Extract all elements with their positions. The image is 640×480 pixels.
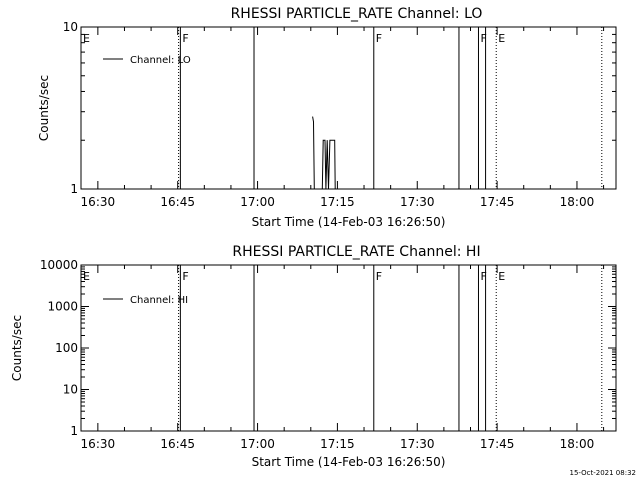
x-tick-label: 17:30 — [400, 195, 435, 209]
x-tick-label: 16:30 — [81, 195, 116, 209]
event-marker-label: E — [498, 270, 505, 283]
lo-channel-panel: RHESSI PARTICLE_RATE Channel: LO Counts/s… — [37, 6, 617, 229]
x-tick-label: 18:00 — [560, 437, 595, 451]
y-tick-label: 10 — [63, 383, 78, 397]
y-tick-label: 1000 — [47, 300, 78, 314]
event-marker-label: E — [498, 32, 505, 45]
x-tick-label: 18:00 — [560, 195, 595, 209]
chart-title: RHESSI PARTICLE_RATE Channel: LO — [231, 6, 483, 22]
hi-channel-panel: RHESSI PARTICLE_RATE Channel: HI Counts/s… — [10, 244, 617, 469]
x-tick-label: 17:00 — [240, 195, 275, 209]
x-tick-label: 16:45 — [160, 195, 195, 209]
x-axis-label: Start Time (14-Feb-03 16:26:50) — [252, 455, 446, 469]
y-tick-label: 1 — [70, 182, 78, 196]
event-marker-label: E — [83, 32, 90, 45]
event-marker-label: F — [480, 32, 486, 45]
event-marker-label: E — [83, 270, 90, 283]
x-axis-label: Start Time (14-Feb-03 16:26:50) — [252, 215, 446, 229]
x-tick-label: 17:45 — [480, 195, 515, 209]
y-tick-label: 100 — [55, 341, 78, 355]
event-marker-label: F — [376, 32, 382, 45]
chart-title: RHESSI PARTICLE_RATE Channel: HI — [232, 244, 480, 260]
x-tick-label: 16:30 — [81, 437, 116, 451]
y-tick-label: 1 — [70, 424, 78, 438]
x-tick-label: 17:30 — [400, 437, 435, 451]
footer-timestamp: 15-Oct-2021 08:32 — [570, 469, 636, 477]
series-line — [312, 116, 336, 190]
y-axis-label: Counts/sec — [10, 315, 24, 381]
x-tick-label: 17:15 — [320, 195, 355, 209]
y-tick-label: 10000 — [40, 258, 78, 272]
x-tick-label: 16:45 — [160, 437, 195, 451]
y-axis-label: Counts/sec — [37, 75, 51, 141]
y-tick-label: 10 — [63, 20, 78, 34]
legend-entry: Channel: HI — [130, 295, 188, 306]
plot-frame — [80, 26, 617, 190]
event-marker-label: F — [182, 32, 188, 45]
x-tick-label: 17:15 — [320, 437, 355, 451]
event-marker-label: F — [376, 270, 382, 283]
event-marker-label: F — [182, 270, 188, 283]
plot-frame — [80, 264, 617, 432]
legend-entry: Channel: LO — [130, 55, 191, 66]
x-tick-label: 17:00 — [240, 437, 275, 451]
event-marker-label: F — [480, 270, 486, 283]
x-tick-label: 17:45 — [480, 437, 515, 451]
